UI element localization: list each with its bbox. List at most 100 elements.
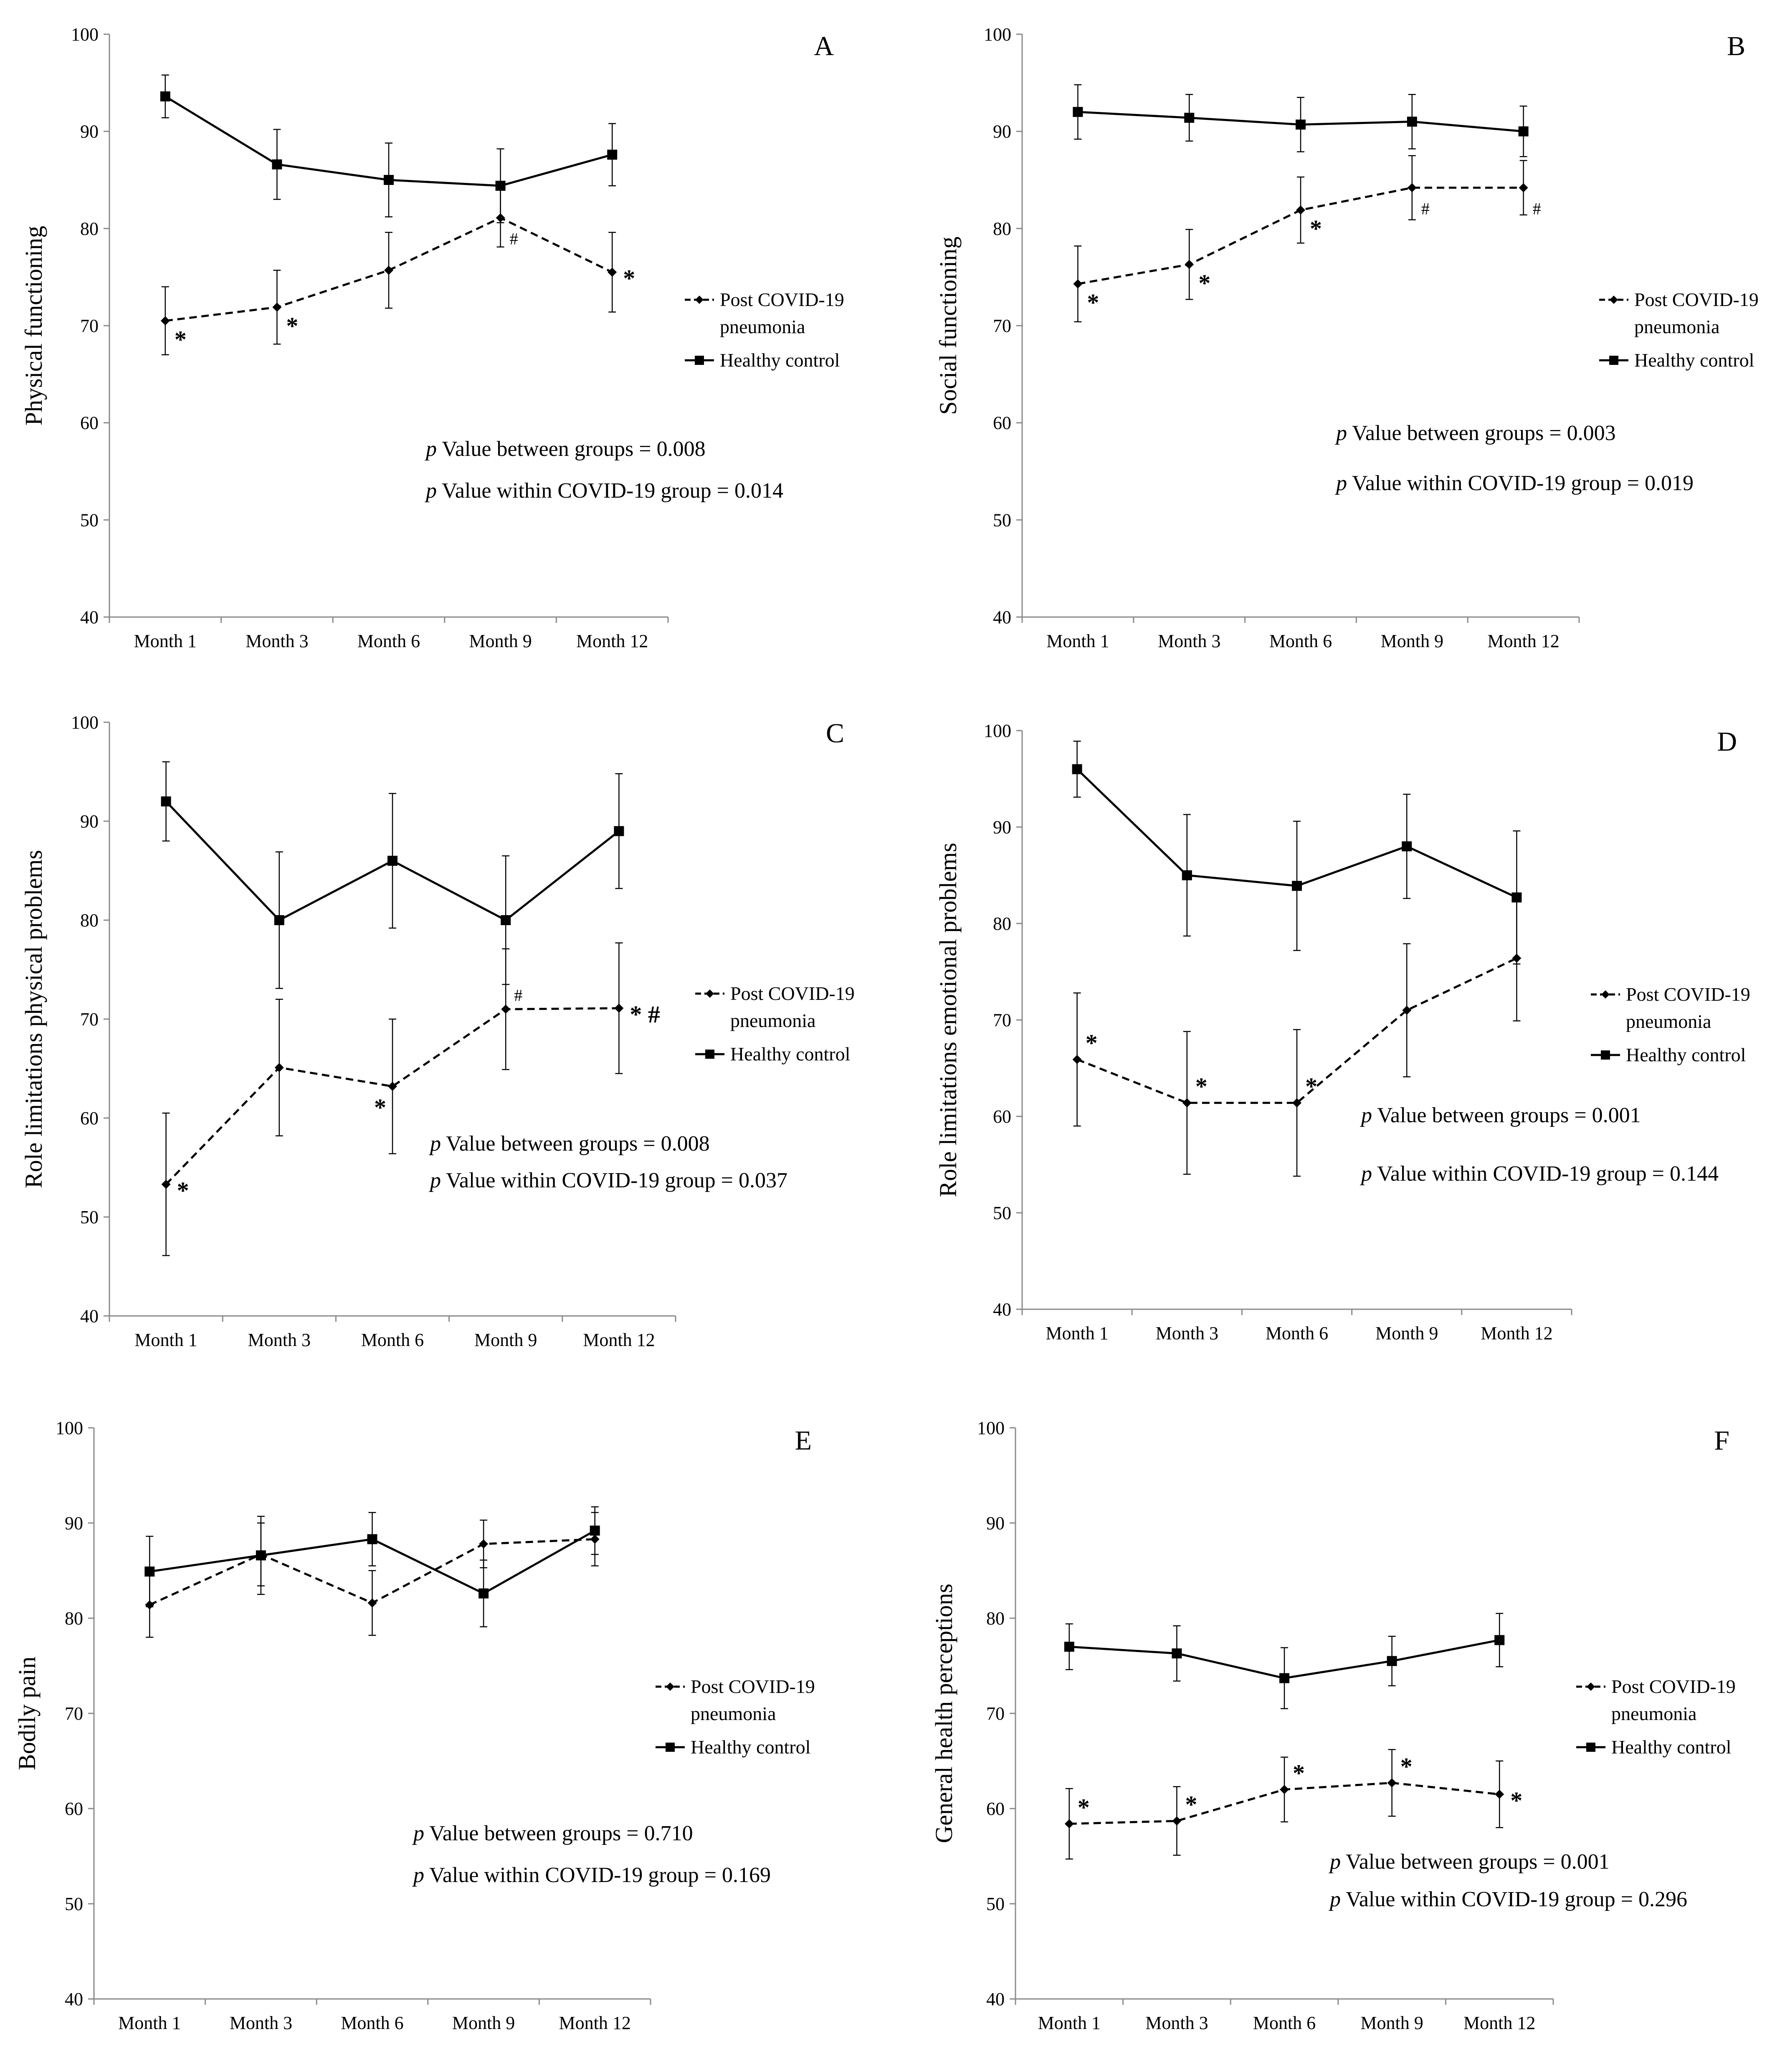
panel-letter: E (795, 1425, 812, 1456)
p-value-between-groups: p Value between groups = 0.001 (1360, 1103, 1641, 1127)
y-tick-label: 90 (993, 817, 1011, 837)
data-point-diamond (1072, 1055, 1082, 1064)
significance-marker: * (286, 312, 298, 339)
data-point-square (1292, 880, 1302, 891)
data-point-diamond (1073, 279, 1083, 288)
y-tick-label: 100 (977, 1418, 1005, 1438)
data-point-square (1518, 126, 1529, 137)
data-point-square (272, 159, 282, 170)
data-point-square (1494, 1635, 1505, 1645)
significance-marker: * (1185, 1791, 1197, 1818)
data-point-square (1296, 119, 1306, 130)
significance-marker: * (623, 265, 635, 292)
x-tick-label: Month 3 (246, 631, 308, 651)
significance-marker: * (1310, 215, 1322, 242)
data-point-square (614, 826, 624, 836)
p-value-within-group: p Value within COVID-19 group = 0.169 (412, 1863, 771, 1887)
data-point-square (1402, 841, 1412, 852)
legend-label-post-covid-line2: pneumonia (691, 1703, 776, 1724)
x-tick-label: Month 9 (469, 631, 532, 651)
data-point-diamond (1519, 183, 1528, 192)
significance-marker: # (1421, 200, 1430, 218)
legend-label-post-covid-line2: pneumonia (720, 316, 805, 337)
legend-marker-diamond (695, 296, 704, 304)
legend-label-post-covid: Post COVID-19 (730, 983, 855, 1004)
y-tick-label: 60 (80, 413, 99, 433)
data-point-diamond (608, 268, 617, 277)
y-tick-label: 80 (993, 218, 1011, 239)
panel-letter: D (1717, 726, 1737, 757)
y-tick-label: 50 (80, 510, 99, 530)
x-tick-label: Month 9 (1381, 631, 1443, 651)
y-tick-label: 100 (984, 721, 1011, 741)
legend-label-post-covid: Post COVID-19 (691, 1676, 815, 1697)
p-value-between-groups: p Value between groups = 0.008 (428, 1132, 710, 1156)
y-tick-label: 70 (80, 1009, 99, 1030)
data-point-diamond (1495, 1789, 1504, 1799)
x-tick-label: Month 6 (341, 2013, 403, 2033)
y-tick-label: 80 (80, 910, 99, 931)
x-tick-label: Month 1 (134, 631, 197, 651)
p-symbol: p (428, 1169, 441, 1192)
x-tick-label: Month 6 (357, 631, 420, 651)
p-symbol: p (1328, 1887, 1341, 1911)
x-tick-label: Month 3 (1145, 2013, 1208, 2033)
p-symbol: p (412, 1863, 424, 1887)
y-tick-label: 90 (993, 121, 1011, 142)
p-symbol: p (424, 437, 437, 461)
significance-marker: * (1305, 1073, 1317, 1100)
x-tick-label: Month 1 (118, 2013, 181, 2033)
legend-label-post-covid: Post COVID-19 (1626, 984, 1750, 1005)
legend: Post COVID-19 pneumonia Healthy control (1599, 289, 1759, 371)
p-symbol: p (428, 1132, 441, 1156)
legend-marker-square (1601, 1050, 1610, 1060)
p-symbol: p (1328, 1850, 1341, 1874)
y-tick-label: 70 (993, 1010, 1011, 1030)
legend: Post COVID-19 pneumonia Healthy control (1576, 1676, 1736, 1758)
significance-marker: * (1078, 1794, 1090, 1821)
chart-panel-C: 40 50 60 70 80 90 100 Month 1 Month 3 Month 6 Mont… (20, 712, 855, 1350)
data-point-square (384, 175, 394, 185)
legend: Post COVID-19 pneumonia Healthy control (685, 289, 844, 371)
data-point-diamond (1280, 1785, 1289, 1794)
p-value-text: Value within COVID-19 group = 0.144 (1372, 1162, 1719, 1186)
data-point-diamond (161, 1179, 171, 1189)
data-point-square (1407, 116, 1417, 127)
series-line (1076, 957, 1517, 1104)
x-tick-label: Month 9 (452, 2013, 515, 2033)
p-value-between-groups: p Value between groups = 0.008 (424, 437, 706, 461)
legend: Post COVID-19 pneumonia Healthy control (656, 1676, 815, 1758)
data-point-diamond (274, 1063, 284, 1073)
data-point-square (479, 1588, 489, 1599)
y-axis-title: Bodily pain (13, 1657, 41, 1770)
series-healthy-control (161, 761, 624, 989)
p-value-text: Value within COVID-19 group = 0.019 (1347, 471, 1694, 495)
x-tick-label: Month 12 (1463, 2013, 1535, 2033)
p-value-between-groups: p Value between groups = 0.003 (1334, 421, 1616, 445)
significance-marker: * (1510, 1787, 1522, 1814)
significance-marker: * (175, 326, 187, 353)
legend-label-healthy-control: Healthy control (691, 1736, 810, 1758)
y-tick-label: 50 (986, 1894, 1005, 1914)
y-tick-label: 50 (65, 1894, 83, 1914)
y-tick-label: 40 (65, 1989, 83, 2009)
y-tick-label: 70 (80, 316, 99, 336)
significance-marker: * (374, 1094, 386, 1121)
chart-panel-D: 40 50 60 70 80 90 100 Month 1 Month 3 Month 6 Mont… (934, 721, 1750, 1343)
series-post-covid (161, 942, 624, 1256)
p-symbol: p (424, 479, 437, 503)
y-tick-label: 60 (993, 1106, 1011, 1127)
data-point-square (1387, 1656, 1397, 1666)
data-point-diamond (272, 302, 282, 312)
y-tick-label: 40 (80, 607, 99, 627)
panel-letter: A (814, 31, 834, 61)
p-value-text: Value within COVID-19 group = 0.014 (437, 479, 783, 503)
y-tick-label: 90 (65, 1513, 83, 1533)
p-value-text: Value within COVID-19 group = 0.296 (1341, 1887, 1687, 1911)
data-point-diamond (367, 1598, 377, 1608)
p-value-between-groups: p Value between groups = 0.001 (1328, 1850, 1610, 1874)
x-tick-label: Month 12 (1487, 631, 1559, 651)
